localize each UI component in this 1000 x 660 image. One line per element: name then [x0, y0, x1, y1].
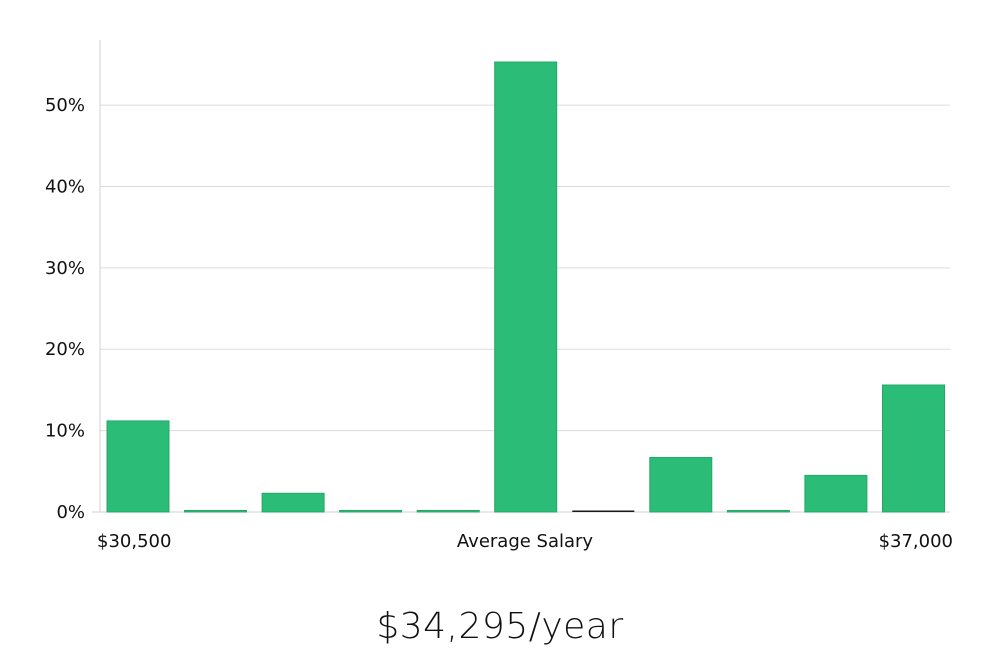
bar[interactable] — [804, 474, 868, 513]
average-salary-value: $34,295/year — [376, 606, 624, 647]
bars — [106, 61, 945, 513]
bar[interactable] — [649, 457, 713, 513]
bar[interactable] — [882, 384, 945, 513]
bar[interactable] — [339, 510, 403, 513]
bar[interactable] — [261, 492, 325, 513]
salary-histogram: 0% 10% 20% 30% 40% 50% $30,500 Average Salary… — [45, 40, 953, 552]
y-tick-label: 40% — [45, 176, 85, 197]
y-tick-label: 30% — [45, 258, 85, 279]
bar[interactable] — [494, 61, 558, 513]
y-tick-label: 10% — [45, 421, 85, 442]
bar[interactable] — [726, 510, 790, 513]
y-tick-labels: 0% 10% 20% 30% 40% 50% — [45, 95, 85, 523]
bar[interactable] — [416, 510, 480, 513]
bar[interactable] — [572, 510, 635, 513]
bar[interactable] — [106, 420, 170, 513]
x-max-label: $37,000 — [879, 531, 953, 552]
y-tick-label: 20% — [45, 339, 85, 360]
y-tick-label: 50% — [45, 95, 85, 116]
y-tick-label: 0% — [56, 502, 85, 523]
x-axis-title: Average Salary — [457, 531, 594, 552]
bar[interactable] — [184, 510, 247, 513]
x-min-label: $30,500 — [97, 531, 171, 552]
